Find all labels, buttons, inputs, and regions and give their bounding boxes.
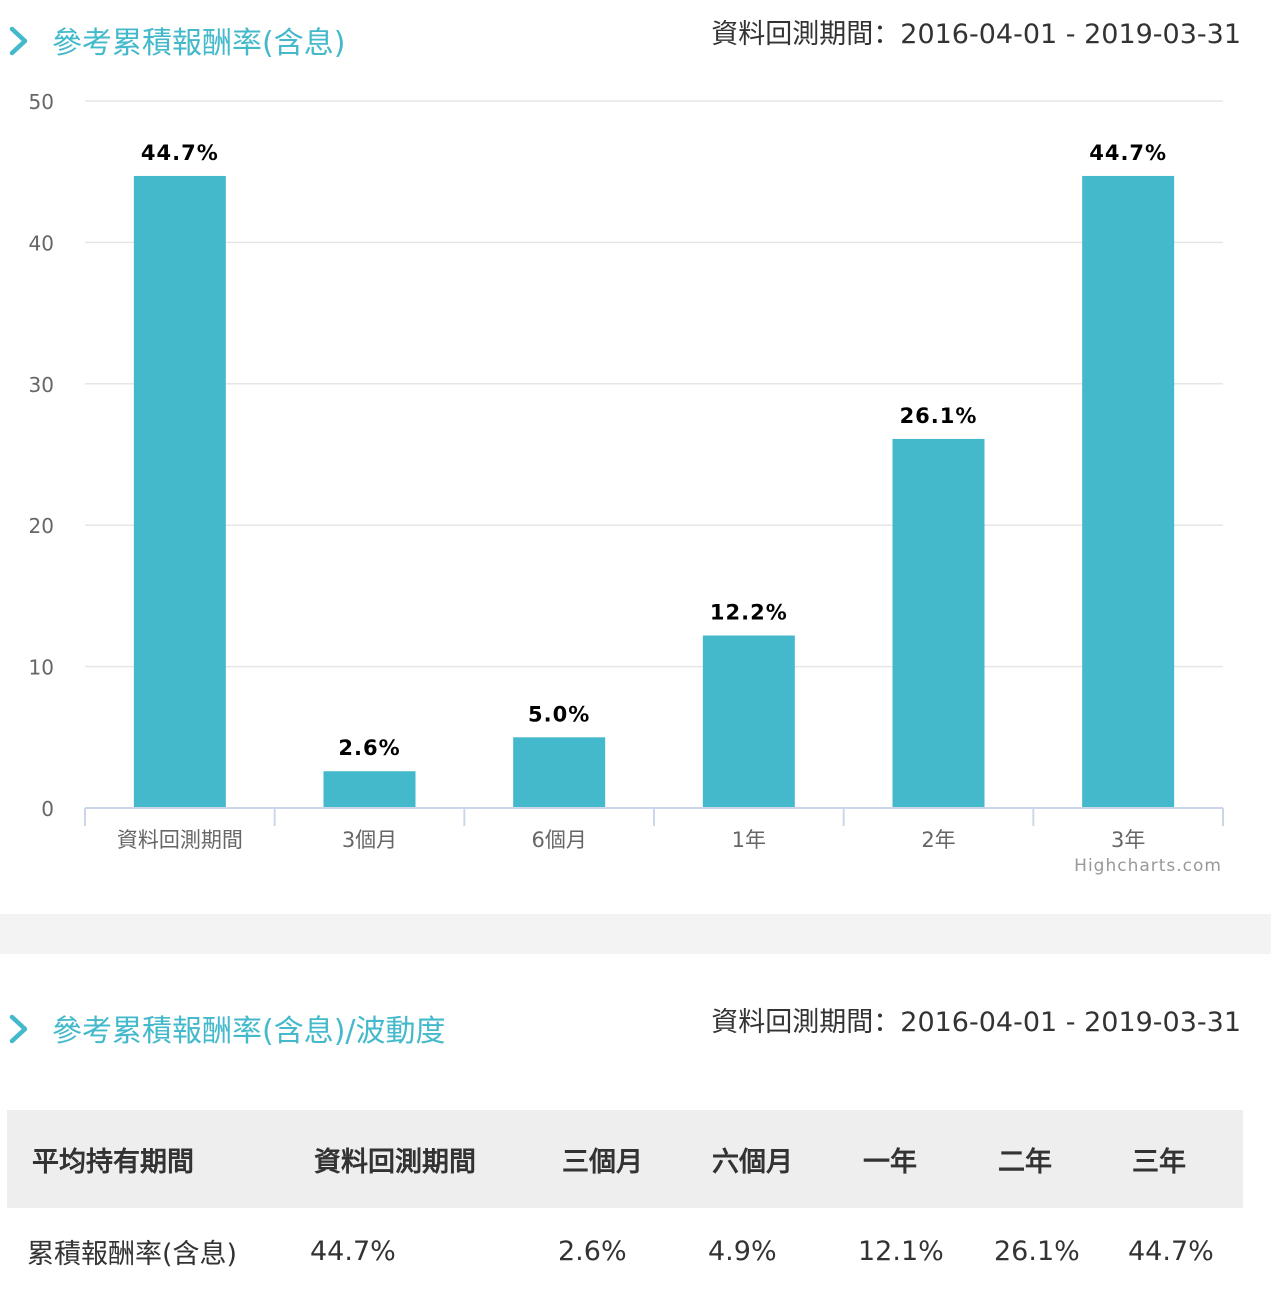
chevron-right-icon xyxy=(9,1014,28,1044)
bar-series: 44.7% 2.6% 5.0% 12.2% 26.1% 44.7% xyxy=(133,141,1175,808)
cell-1-year: 12.1% xyxy=(858,1235,944,1267)
chart-credits[interactable]: Highcharts.com xyxy=(1074,856,1222,876)
row-label: 累積報酬率(含息) xyxy=(27,1238,238,1270)
table-row: 累積報酬率(含息) 44.7% 2.6% 4.9% 12.1% 26.1% 44… xyxy=(7,1208,1243,1294)
section-divider xyxy=(0,914,1271,954)
chart-gridlines xyxy=(85,100,1223,668)
section-title: 參考累積報酬率(含息) xyxy=(52,26,346,61)
header-3-months: 三個月 xyxy=(538,1110,688,1208)
data-label: 26.1% xyxy=(900,404,978,428)
chevron-right-icon xyxy=(9,26,28,56)
bar xyxy=(133,175,226,808)
cell-3-years: 44.7% xyxy=(1128,1235,1214,1267)
data-label: 44.7% xyxy=(1089,141,1167,165)
cell-6-months: 4.9% xyxy=(708,1235,777,1267)
cell-3-months: 2.6% xyxy=(558,1235,627,1267)
y-tick-label: 10 xyxy=(29,656,54,680)
header-6-months: 六個月 xyxy=(688,1110,838,1208)
x-tick-label: 1年 xyxy=(732,828,766,852)
header-backtest-period: 資料回測期間 xyxy=(290,1110,538,1208)
bar xyxy=(513,737,606,808)
bar xyxy=(1082,175,1175,808)
y-tick-label: 50 xyxy=(29,90,54,114)
bar xyxy=(702,635,795,808)
x-tick-label: 3年 xyxy=(1111,828,1145,852)
returns-table: 平均持有期間 資料回測期間 三個月 六個月 一年 二年 三年 累積報酬率(含息)… xyxy=(7,1110,1243,1294)
section-title: 參考累積報酬率(含息)/波動度 xyxy=(52,1014,446,1049)
y-axis: 0 10 20 30 40 50 xyxy=(29,90,54,821)
cell-backtest-period: 44.7% xyxy=(310,1235,396,1267)
x-tick-label: 3個月 xyxy=(342,828,397,852)
y-tick-label: 40 xyxy=(29,231,54,255)
y-tick-label: 0 xyxy=(41,797,54,821)
cell-2-years: 26.1% xyxy=(994,1235,1080,1267)
data-label: 2.6% xyxy=(338,736,400,760)
table-header-row: 平均持有期間 資料回測期間 三個月 六個月 一年 二年 三年 xyxy=(7,1110,1243,1208)
header-3-years: 三年 xyxy=(1108,1110,1243,1208)
returns-chart-header: 參考累積報酬率(含息) 資料回測期間：2016-04-01 - 2019-03-… xyxy=(0,0,1271,61)
data-label: 44.7% xyxy=(141,141,219,165)
returns-table-header: 參考累積報酬率(含息)/波動度 資料回測期間：2016-04-01 - 2019… xyxy=(0,990,1271,1050)
bar xyxy=(892,438,985,808)
header-2-years: 二年 xyxy=(974,1110,1108,1208)
y-tick-label: 20 xyxy=(29,514,54,538)
x-axis: 資料回測期間 3個月 6個月 1年 2年 3年 xyxy=(84,807,1224,852)
bar xyxy=(323,771,416,808)
x-tick-label: 資料回測期間 xyxy=(117,828,243,852)
y-tick-label: 30 xyxy=(29,373,54,397)
header-holding-period: 平均持有期間 xyxy=(7,1110,290,1208)
x-tick-label: 2年 xyxy=(921,828,955,852)
x-tick-label: 6個月 xyxy=(531,828,586,852)
backtest-period: 資料回測期間：2016-04-01 - 2019-03-31 xyxy=(711,1007,1241,1038)
backtest-period: 資料回測期間：2016-04-01 - 2019-03-31 xyxy=(711,19,1241,50)
data-label: 5.0% xyxy=(528,702,590,726)
header-1-year: 一年 xyxy=(838,1110,974,1208)
data-label: 12.2% xyxy=(710,600,788,624)
